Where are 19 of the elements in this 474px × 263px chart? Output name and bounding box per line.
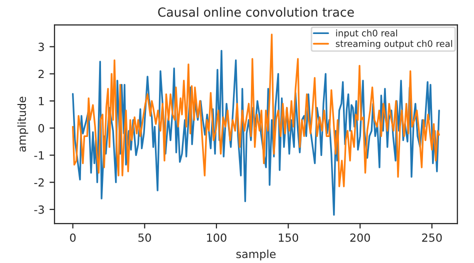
- x-tick-label: 150: [278, 233, 298, 242]
- y-tick-label: 3: [38, 42, 44, 52]
- y-tick-label: 2: [38, 70, 44, 78]
- y-tick-label: 1: [38, 97, 44, 106]
- x-tick-label: 200: [350, 233, 370, 242]
- y-tick-label: -3: [34, 205, 44, 214]
- x-tick-label: 50: [138, 233, 151, 242]
- x-tick-label: 100: [207, 233, 226, 242]
- x-axis-title: sample: [236, 250, 276, 260]
- legend-label: input ch0 real: [336, 30, 398, 38]
- x-tick-label: 0: [70, 233, 76, 242]
- legend-label: streaming output ch0 real: [336, 40, 452, 49]
- y-axis-title: amplitude: [17, 96, 28, 152]
- chart-title: Causal online convolution trace: [158, 7, 354, 17]
- y-tick-label: -2: [34, 178, 44, 187]
- y-tick-label: -1: [34, 151, 44, 160]
- x-tick-label: 250: [422, 233, 442, 242]
- line-series: [72, 50, 440, 216]
- y-tick-label: 0: [38, 124, 44, 132]
